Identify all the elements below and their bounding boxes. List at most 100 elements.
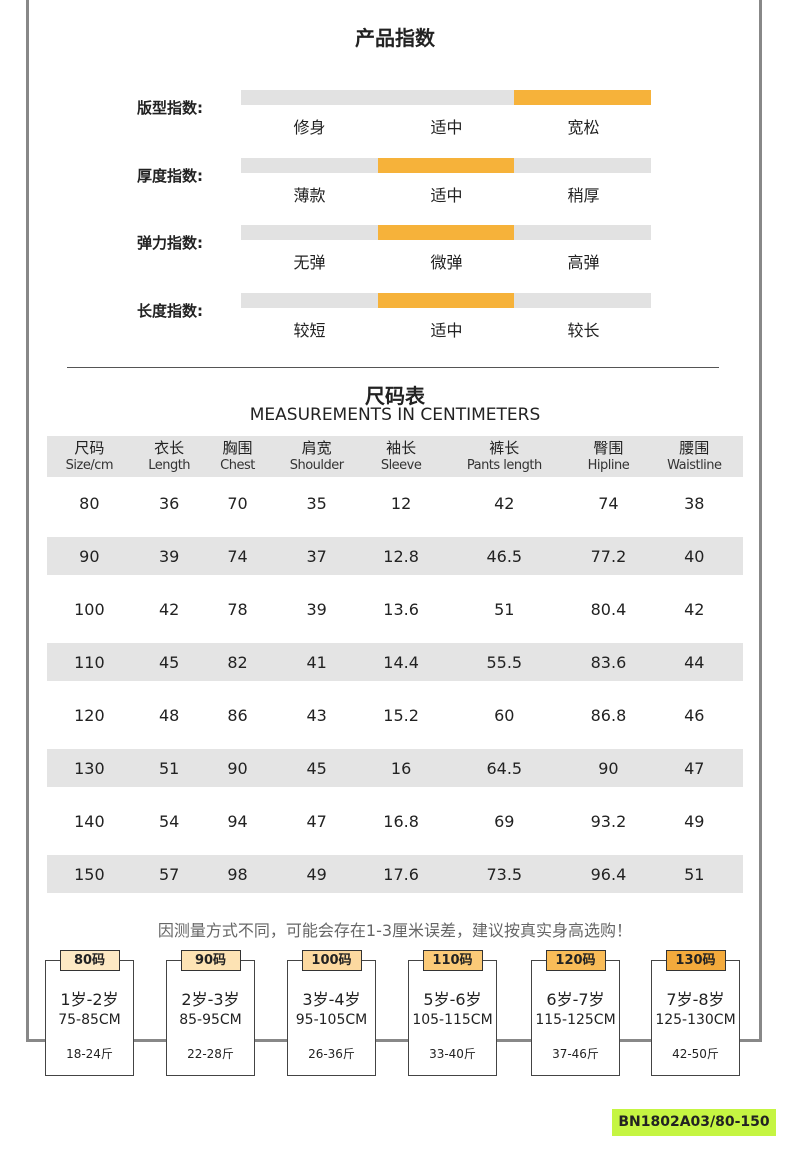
measurement-note: 因测量方式不同，可能会存在1-3厘米误差，建议按真实身高选购！ (157, 921, 633, 940)
table-cell: 14.4 (364, 636, 438, 689)
column-header-cn: 腰围 (679, 438, 710, 457)
table-cell: 16 (364, 742, 438, 795)
column-header: 胸围 Chest (206, 436, 269, 477)
table-cell: 44 (645, 636, 743, 689)
table-cell: 48 (158, 706, 180, 725)
column-header-cn: 衣长 (154, 438, 185, 457)
index-option: 适中 (430, 320, 463, 340)
table-cell: 51 (645, 848, 743, 901)
column-header: 袖长 Sleeve (364, 436, 438, 477)
index-label: 厚度指数: (137, 166, 203, 185)
table-cell: 73.5 (437, 848, 572, 901)
index-option: 较长 (567, 320, 600, 340)
index-option: 修身 (293, 118, 326, 137)
table-cell: 60 (494, 706, 515, 725)
table-cell: 37 (268, 530, 365, 583)
table-cell: 90 (206, 742, 269, 795)
table-cell: 40 (645, 530, 743, 583)
index-option: 较短 (293, 320, 326, 340)
table-cell: 64.5 (437, 742, 572, 795)
product-code: BN1802A03/80-150 (612, 1109, 776, 1136)
size-weight: 18-24斤 (66, 1047, 113, 1061)
index-option: 宽松 (567, 118, 600, 137)
size-card: 120码 6岁-7岁 115-125CM 37-46斤 (531, 950, 620, 1076)
index-option: 适中 (430, 185, 463, 205)
table-cell: 86 (227, 706, 248, 725)
table-cell: 46.5 (437, 530, 572, 583)
index-bar (241, 157, 651, 173)
table-row: 100 42 78 39 13.6 51 80.4 42 (47, 579, 743, 640)
table-cell: 36 (158, 494, 180, 513)
column-header-en: Sleeve (380, 457, 422, 473)
table-cell: 96.4 (571, 848, 646, 901)
table-cell: 80 (79, 494, 100, 513)
table-cell: 98 (206, 848, 269, 901)
table-cell: 93.2 (590, 812, 627, 831)
table-cell: 13.6 (383, 600, 419, 619)
table-cell: 42 (158, 600, 180, 619)
size-height: 125-130CM (655, 1012, 736, 1028)
table-cell: 86.8 (590, 706, 627, 725)
table-cell: 16.8 (383, 812, 419, 831)
table-cell: 70 (227, 494, 248, 513)
table-cell: 46 (684, 706, 705, 725)
column-header-en: Shoulder (289, 457, 344, 473)
size-chart-subtitle: MEASUREMENTS IN CENTIMETERS (249, 405, 541, 425)
size-chart-title: 尺码表 (365, 384, 425, 408)
size-height: 75-85CM (58, 1012, 121, 1028)
index-option: 微弹 (430, 253, 463, 272)
size-card: 110码 5岁-6岁 105-115CM 33-40斤 (408, 950, 497, 1076)
index-option: 无弹 (293, 253, 326, 272)
size-tag: 120码 (545, 950, 606, 971)
table-cell: 47 (306, 812, 327, 831)
table-cell: 42 (684, 600, 705, 619)
index-bar-fill (377, 225, 515, 240)
table-cell: 49 (268, 848, 365, 901)
table-cell: 57 (131, 848, 207, 901)
table-cell: 17.6 (364, 848, 438, 901)
index-bar-fill (377, 157, 515, 173)
size-age: 1岁-2岁 (60, 990, 119, 1009)
size-weight: 33-40斤 (429, 1047, 476, 1061)
column-header-en: Pants length (466, 457, 542, 473)
column-header-cn: 袖长 (386, 438, 417, 457)
size-age: 5岁-6岁 (423, 990, 482, 1009)
column-header: 尺码 Size/cm (47, 436, 132, 477)
column-header-cn: 尺码 (74, 438, 105, 457)
table-cell: 39 (131, 530, 207, 583)
table-cell: 12 (390, 494, 412, 513)
table-cell: 41 (268, 636, 365, 689)
table-cell: 90 (47, 530, 132, 583)
size-height: 85-95CM (179, 1012, 242, 1028)
column-header: 腰围 Waistline (645, 436, 743, 477)
index-label: 弹力指数: (137, 234, 203, 252)
table-cell: 94 (227, 812, 248, 831)
table-cell: 130 (47, 742, 132, 795)
table-cell: 51 (494, 600, 515, 619)
index-bar (241, 90, 651, 105)
size-card: 80码 1岁-2岁 75-85CM 18-24斤 (45, 950, 134, 1076)
column-header-en: Hipline (587, 457, 630, 473)
size-height: 115-125CM (535, 1012, 616, 1028)
table-cell: 49 (684, 812, 705, 831)
table-cell: 54 (158, 812, 180, 831)
table-cell: 45 (268, 742, 365, 795)
table-cell: 100 (74, 600, 105, 619)
column-header-cn: 胸围 (222, 438, 253, 457)
size-height: 105-115CM (412, 1012, 493, 1028)
table-cell: 74 (598, 494, 619, 513)
table-cell: 77.2 (571, 530, 646, 583)
index-label: 长度指数: (137, 301, 203, 320)
table-cell: 83.6 (571, 636, 646, 689)
table-cell: 43 (306, 706, 327, 725)
divider (67, 367, 719, 368)
table-cell: 47 (645, 742, 743, 795)
size-weight: 37-46斤 (552, 1047, 599, 1061)
size-tag: 130码 (665, 950, 726, 971)
index-option: 薄款 (293, 185, 326, 205)
size-card: 90码 2岁-3岁 85-95CM 22-28斤 (166, 950, 255, 1076)
index-bar-fill (514, 90, 651, 105)
column-header-en: Waistline (667, 457, 722, 473)
table-cell: 150 (47, 848, 132, 901)
table-cell: 51 (131, 742, 207, 795)
